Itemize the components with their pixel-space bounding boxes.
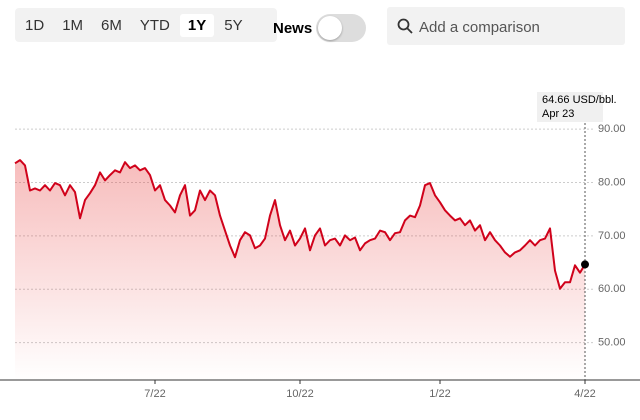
- y-tick-label: 50.00: [598, 337, 626, 349]
- y-tick-label: 80.00: [598, 176, 626, 188]
- annotation-box: [537, 92, 603, 122]
- range-button[interactable]: YTD: [139, 16, 170, 34]
- toggle-knob: [318, 16, 342, 40]
- last-point: [581, 260, 589, 269]
- range-button[interactable]: 5Y: [224, 16, 243, 34]
- search-placeholder: Add a comparison: [419, 19, 540, 36]
- range-button[interactable]: 6M: [101, 16, 122, 34]
- annotation-date: Apr 23: [542, 108, 574, 120]
- x-tick-label: 1/22: [429, 388, 450, 400]
- news-toggle[interactable]: [316, 14, 366, 42]
- news-label: News: [273, 20, 313, 37]
- range-button[interactable]: 1Y: [179, 13, 215, 37]
- x-tick-label: 10/22: [286, 388, 314, 400]
- area-fill: [15, 160, 585, 380]
- y-tick-label: 90.00: [598, 123, 626, 135]
- comparison-search[interactable]: Add a comparison: [387, 7, 625, 45]
- range-bar: 1D 1M 6M YTD 1Y 5Y: [15, 8, 277, 42]
- range-button[interactable]: 1M: [62, 16, 84, 34]
- range-button[interactable]: 1D: [25, 16, 45, 34]
- price-line: [14, 159, 586, 290]
- annotation-value: 64.66 USD/bbl.: [542, 94, 617, 106]
- x-tick-label: 4/22: [574, 388, 595, 400]
- search-icon: [397, 18, 413, 34]
- y-tick-label: 70.00: [598, 230, 626, 242]
- x-tick-label: 7/22: [144, 388, 165, 400]
- y-tick-label: 60.00: [598, 283, 626, 295]
